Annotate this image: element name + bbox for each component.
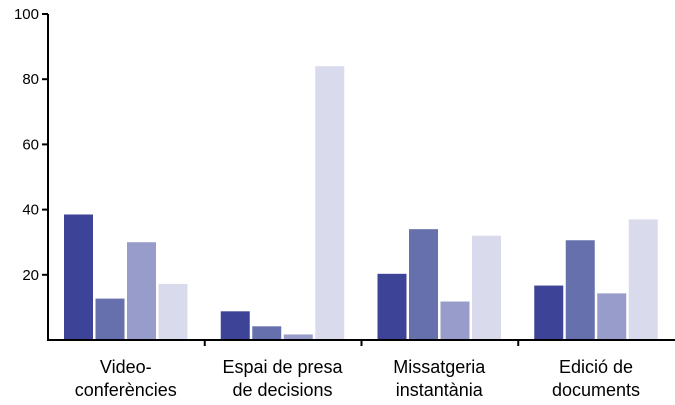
y-tick-label-60: 60: [22, 136, 39, 153]
category-label-1: Video-conferències: [75, 357, 177, 400]
bar-1-series-1: [64, 214, 93, 340]
bar-3-series-2: [409, 229, 438, 340]
axes-layer: [42, 13, 675, 346]
bar-2-series-1: [220, 311, 250, 340]
bars-layer: [64, 66, 658, 340]
bar-4-series-1: [534, 285, 564, 340]
y-tick-label-80: 80: [22, 71, 39, 88]
bar-3-series-4: [472, 235, 501, 340]
bar-2-series-4: [315, 66, 345, 340]
bar-1-series-2: [95, 298, 125, 340]
labels-layer: 20 40 60 80 100 Video-conferències Espai de pr…: [14, 6, 640, 400]
bar-4-series-4: [628, 219, 658, 340]
bar-2-series-2: [252, 326, 282, 340]
y-tick-label-100: 100: [14, 6, 39, 23]
bar-4-series-3: [597, 293, 627, 340]
bar-3-series-1: [377, 273, 407, 340]
category-label-4: Edició de documents: [552, 357, 640, 400]
bar-1-series-3: [127, 242, 156, 340]
y-tick-label-40: 40: [22, 202, 39, 219]
bar-1-series-4: [158, 283, 188, 340]
category-label-2: Espai de presa de decisions: [222, 357, 343, 400]
category-label-3: Missatgeria instantània: [393, 357, 486, 400]
bar-3-series-3: [440, 301, 470, 340]
y-tick-label-20: 20: [22, 267, 39, 284]
bar-2-series-3: [283, 334, 313, 340]
bar-4-series-2: [565, 240, 595, 340]
